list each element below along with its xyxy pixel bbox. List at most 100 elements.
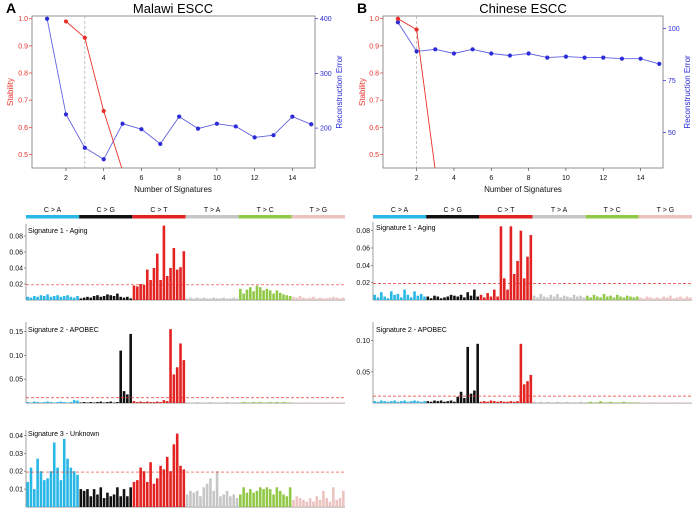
mutation-bar xyxy=(119,496,122,507)
panel-title-chinese: Chinese ESCC xyxy=(479,1,566,16)
mutation-bar xyxy=(469,295,473,300)
mutation-bar xyxy=(492,289,496,300)
mutation-bar xyxy=(463,297,466,300)
mutation-bar xyxy=(225,298,229,300)
stability-series-point xyxy=(414,27,419,32)
mutation-bar xyxy=(522,384,526,403)
mutation-bar xyxy=(232,494,235,507)
error-series-point xyxy=(309,122,314,127)
mutation-bar xyxy=(152,402,156,403)
mutation-bar xyxy=(302,297,305,300)
mutation-bar xyxy=(486,293,489,300)
mutation-bar xyxy=(109,295,113,300)
mutation-bar xyxy=(556,401,559,403)
mutation-bar xyxy=(406,401,410,403)
mutation-bar xyxy=(268,402,272,403)
mutation-bar xyxy=(479,401,483,403)
mutation-bar xyxy=(302,499,305,507)
mutation-bar xyxy=(669,295,672,300)
mutation-bar xyxy=(282,494,285,507)
y-tick-label: 0.10 xyxy=(356,338,370,345)
mutation-bar xyxy=(185,494,189,507)
mutation-type-label: C > A xyxy=(391,207,409,214)
mutation-bar xyxy=(189,490,192,507)
mutation-bar xyxy=(255,490,259,507)
mutation-bar xyxy=(536,402,539,403)
mutation-bar xyxy=(249,287,252,300)
y-tick-label: 0.06 xyxy=(9,250,23,257)
mutation-bar xyxy=(632,402,636,403)
x-tick-label: 14 xyxy=(637,175,645,182)
mutation-bar xyxy=(222,494,226,507)
y-tick-label: 0.04 xyxy=(9,433,23,440)
mutation-bar xyxy=(136,480,139,507)
mutation-bar xyxy=(285,496,289,507)
mutation-bar xyxy=(199,496,202,507)
error-series-point xyxy=(657,61,662,66)
mutation-bar xyxy=(288,296,292,300)
mutation-bar xyxy=(162,400,166,403)
mutation-bar xyxy=(36,296,39,300)
mutation-bar xyxy=(86,296,89,300)
mutation-bar xyxy=(659,402,662,403)
mutation-type-strip xyxy=(185,215,239,219)
mutation-bar xyxy=(126,496,129,507)
mutation-bar xyxy=(165,276,169,300)
mutation-bar xyxy=(322,490,325,507)
mutation-bar xyxy=(39,471,43,507)
mutation-bar xyxy=(132,285,136,300)
mutation-bar xyxy=(416,401,420,403)
mutation-bar xyxy=(258,487,262,507)
signature-panel-malawi-unknown: Signature 3 - Unknown 0.01 0.02 0.03 0.04 xyxy=(9,430,345,508)
mutation-bar xyxy=(325,298,329,300)
error-series-point xyxy=(139,127,144,132)
mutation-bar xyxy=(529,235,533,300)
y-tick-label: 0.8 xyxy=(369,71,379,78)
mutation-bar xyxy=(155,478,159,507)
mutation-bar xyxy=(132,401,136,403)
mutation-bar xyxy=(682,402,685,403)
mutation-bar xyxy=(96,494,99,507)
mutation-bar xyxy=(409,401,413,403)
mutation-bar xyxy=(205,298,209,300)
mutation-bar xyxy=(149,280,152,300)
mutation-bar xyxy=(579,401,582,403)
mutation-bar xyxy=(26,402,29,403)
mutation-bar xyxy=(99,487,103,507)
mutation-bar xyxy=(89,402,93,403)
mutation-bar xyxy=(159,465,162,507)
mutation-type-label: C > T xyxy=(150,207,168,214)
mutation-bar xyxy=(268,290,272,300)
mutation-bar xyxy=(126,296,129,300)
mutation-bar xyxy=(99,401,103,403)
mutation-bar xyxy=(443,297,446,300)
y-axis-label: Stability xyxy=(6,78,15,106)
error-series-point xyxy=(120,121,125,126)
mutation-bar xyxy=(102,498,106,507)
mutation-bar xyxy=(413,291,416,300)
mutation-bar xyxy=(282,294,285,300)
mutation-bar xyxy=(305,501,309,507)
mutation-bar xyxy=(298,296,302,300)
signature-panel-chinese-apobec: Signature 2 - APOBEC 0.05 0.10 xyxy=(356,322,692,404)
mutation-bar xyxy=(502,278,506,300)
mutation-type-label: T > C xyxy=(257,207,274,214)
y-tick-label: 0.9 xyxy=(369,43,379,50)
mutation-bar xyxy=(380,292,383,300)
error-series-point xyxy=(290,114,295,119)
mutation-bar xyxy=(655,297,659,300)
mutation-bar xyxy=(52,442,56,507)
mutation-bar xyxy=(169,268,172,300)
signature-title: Signature 3 - Unknown xyxy=(28,431,99,438)
mutation-bar xyxy=(86,489,89,507)
mutation-bar xyxy=(312,501,315,507)
mutation-bar xyxy=(295,297,299,300)
x-tick-label: 6 xyxy=(139,175,143,182)
mutation-bar xyxy=(139,401,142,403)
signature-title: Signature 2 - APOBEC xyxy=(376,327,447,334)
mutation-bar xyxy=(59,480,63,507)
mutation-bar xyxy=(459,391,463,403)
mutation-bar xyxy=(285,295,289,300)
mutation-bar xyxy=(562,402,566,403)
mutation-bar xyxy=(106,402,109,403)
